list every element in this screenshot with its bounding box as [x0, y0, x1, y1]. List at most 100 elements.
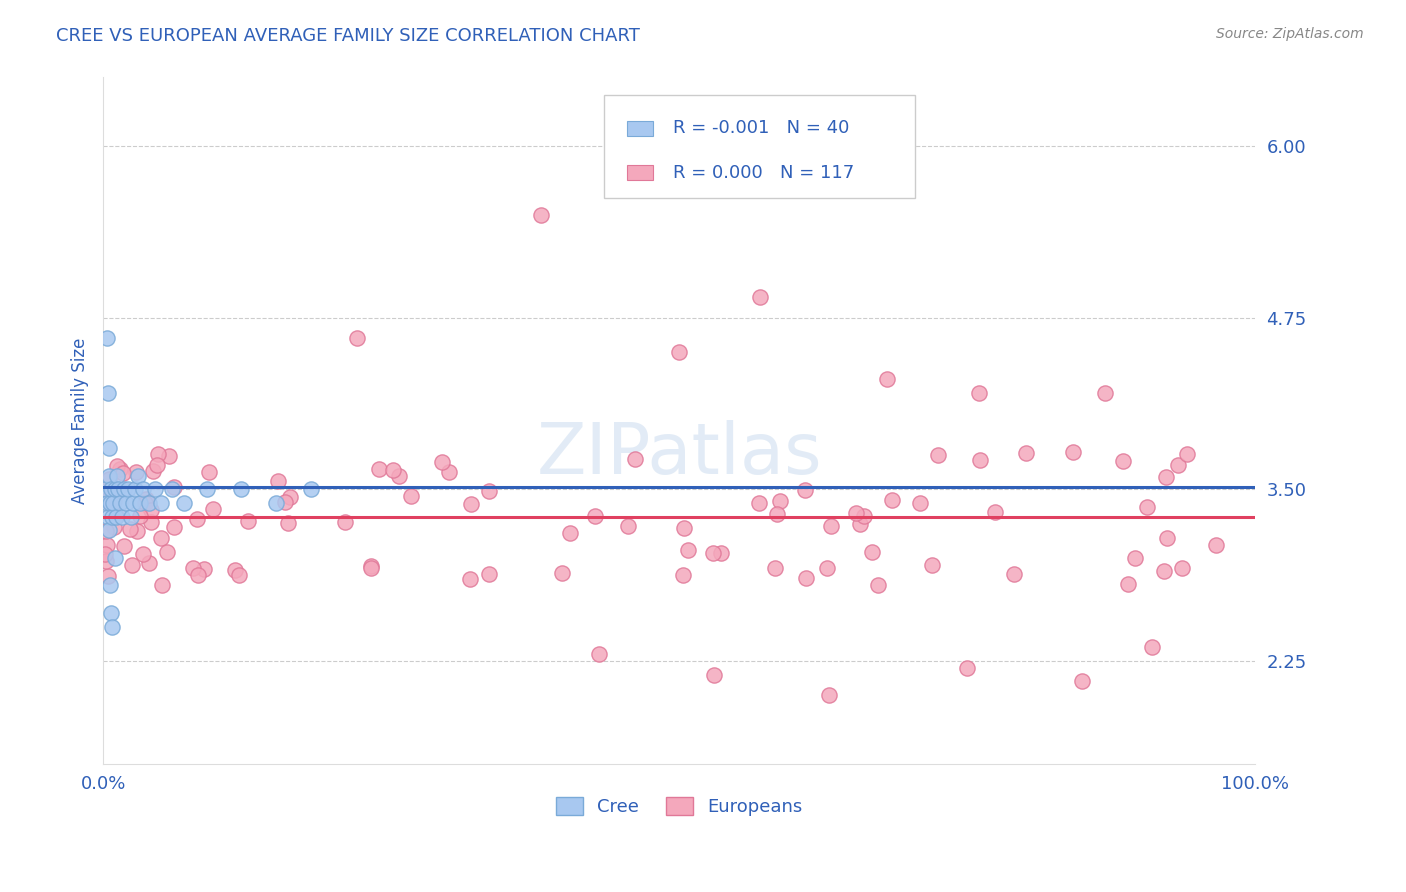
- Point: [820, 518, 842, 533]
- Point: [107, 483, 129, 497]
- Point: [104, 483, 127, 497]
- Point: [702, 545, 724, 559]
- Point: [956, 661, 979, 675]
- Point: [138, 496, 160, 510]
- Text: ZIPatlas: ZIPatlas: [537, 420, 823, 490]
- Point: [112, 483, 135, 497]
- Point: [97, 524, 120, 538]
- Point: [1171, 560, 1194, 574]
- Point: [105, 508, 128, 523]
- Point: [910, 495, 932, 509]
- Point: [763, 561, 786, 575]
- Point: [96, 569, 118, 583]
- Point: [1071, 674, 1094, 689]
- Point: [676, 543, 699, 558]
- Point: [163, 519, 186, 533]
- Point: [146, 447, 169, 461]
- Point: [187, 567, 209, 582]
- Point: [1094, 386, 1116, 401]
- Point: [110, 509, 132, 524]
- Point: [1175, 447, 1198, 461]
- Point: [984, 505, 1007, 519]
- Point: [97, 472, 120, 486]
- Point: [163, 480, 186, 494]
- Point: [141, 503, 163, 517]
- Point: [97, 468, 120, 483]
- Point: [132, 483, 155, 497]
- Text: Source: ZipAtlas.com: Source: ZipAtlas.com: [1216, 27, 1364, 41]
- Point: [134, 496, 156, 510]
- Point: [127, 468, 149, 483]
- Point: [186, 512, 208, 526]
- Point: [1140, 640, 1163, 654]
- Point: [1153, 565, 1175, 579]
- Point: [94, 483, 117, 497]
- Point: [100, 606, 122, 620]
- Point: [1002, 566, 1025, 581]
- Point: [368, 462, 391, 476]
- Point: [280, 490, 302, 504]
- Point: [860, 545, 883, 559]
- Point: [94, 547, 117, 561]
- Point: [765, 507, 787, 521]
- Point: [115, 496, 138, 510]
- Point: [157, 449, 180, 463]
- Point: [156, 545, 179, 559]
- Point: [104, 509, 127, 524]
- Point: [129, 496, 152, 510]
- Point: [1062, 445, 1084, 459]
- Point: [100, 483, 122, 497]
- Point: [299, 483, 322, 497]
- Point: [96, 538, 118, 552]
- Point: [96, 496, 118, 510]
- Point: [110, 496, 132, 510]
- Point: [969, 452, 991, 467]
- Text: R = -0.001   N = 40: R = -0.001 N = 40: [673, 120, 849, 137]
- Point: [122, 496, 145, 510]
- Point: [94, 524, 117, 538]
- Point: [101, 509, 124, 524]
- Point: [231, 483, 253, 497]
- Point: [360, 560, 382, 574]
- Point: [201, 501, 224, 516]
- Point: [703, 667, 725, 681]
- Bar: [627, 165, 652, 180]
- Point: [146, 458, 169, 472]
- Point: [1136, 500, 1159, 515]
- Text: CREE VS EUROPEAN AVERAGE FAMILY SIZE CORRELATION CHART: CREE VS EUROPEAN AVERAGE FAMILY SIZE COR…: [56, 27, 640, 45]
- Point: [1112, 454, 1135, 468]
- Point: [149, 496, 172, 510]
- Point: [921, 558, 943, 573]
- Point: [876, 372, 898, 386]
- Point: [437, 466, 460, 480]
- Point: [135, 492, 157, 507]
- Point: [1167, 458, 1189, 472]
- Point: [277, 516, 299, 530]
- Point: [181, 560, 204, 574]
- Point: [132, 547, 155, 561]
- Point: [112, 466, 135, 480]
- Point: [120, 509, 142, 524]
- Point: [117, 483, 139, 497]
- Point: [793, 483, 815, 498]
- Point: [382, 463, 405, 477]
- Point: [748, 496, 770, 510]
- Point: [101, 619, 124, 633]
- Point: [458, 572, 481, 586]
- FancyBboxPatch shape: [605, 95, 915, 197]
- Point: [849, 516, 872, 531]
- Point: [1116, 577, 1139, 591]
- Point: [616, 519, 638, 533]
- Point: [273, 495, 295, 509]
- Point: [105, 468, 128, 483]
- Point: [551, 566, 574, 580]
- Point: [1156, 531, 1178, 545]
- Point: [845, 506, 868, 520]
- Point: [399, 490, 422, 504]
- Point: [103, 520, 125, 534]
- Point: [97, 441, 120, 455]
- Point: [335, 516, 357, 530]
- Point: [97, 386, 120, 401]
- Point: [668, 345, 690, 359]
- Point: [139, 515, 162, 529]
